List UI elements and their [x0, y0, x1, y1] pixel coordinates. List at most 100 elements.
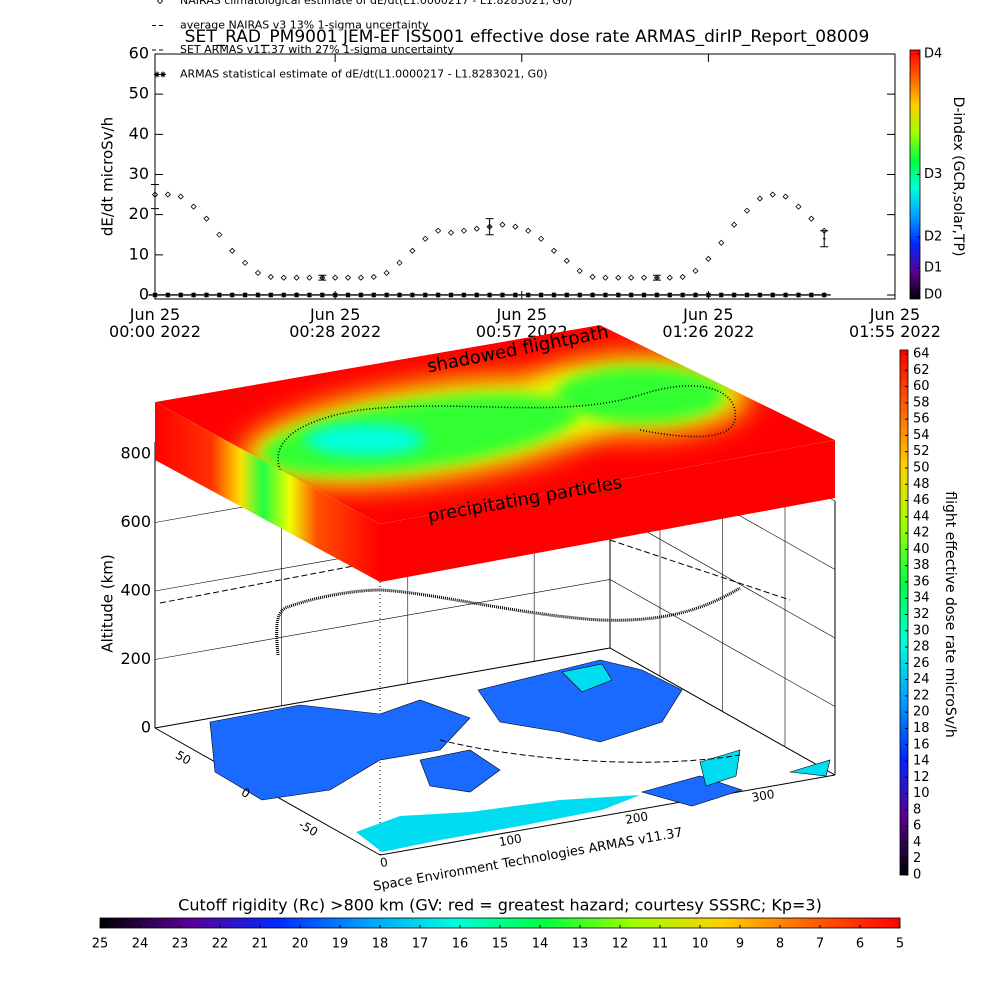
colorbar-tick-label: 11	[652, 937, 669, 952]
legend-entry: SET ARMAS v11.37 with 27% 1-sigma uncert…	[152, 43, 454, 56]
data-point	[242, 259, 249, 266]
data-point	[692, 267, 699, 274]
colorbar-title: Cutoff rigidity (Rc) >800 km (GV: red = …	[178, 896, 822, 915]
y-tick-label: -50	[296, 817, 320, 839]
data-point	[367, 292, 381, 298]
label-line: 00:00 2022	[109, 321, 201, 340]
layer-front-face	[380, 440, 835, 582]
data-point	[640, 274, 648, 281]
data-point	[435, 227, 442, 234]
landmass	[640, 775, 743, 807]
data-point	[267, 273, 274, 280]
data-point	[422, 235, 429, 242]
colorbar-tick-label: D4	[924, 47, 942, 62]
plot-frame	[154, 53, 896, 300]
colorbar-tick-label: 19	[332, 937, 349, 952]
colorbar-tick-label: 44	[913, 509, 930, 524]
layer-core	[305, 424, 425, 456]
colorbar-tick-label: 9	[736, 937, 744, 952]
data-point	[766, 292, 780, 298]
y-tick-label: 50	[173, 748, 193, 768]
data-point	[229, 247, 236, 254]
colorbar-tick-label: 36	[913, 574, 930, 589]
data-point	[624, 292, 638, 298]
colorbar-tick-label: 16	[452, 937, 469, 952]
colorbar-tick-label: 32	[913, 607, 930, 622]
colorbar-tick-label: 7	[816, 937, 824, 952]
data-point	[280, 274, 287, 281]
colorbar-tick-label: 24	[132, 937, 149, 952]
colorbar-tick-label: 17	[412, 937, 429, 952]
legend-entry: NAIRAS climatological estimate of dE/dt(…	[156, 0, 572, 7]
colorbar-tick-label: 18	[372, 937, 389, 952]
data-point	[444, 292, 458, 298]
y-tick-label: 0	[139, 284, 149, 303]
data-point	[628, 274, 635, 281]
data-point	[396, 259, 403, 266]
data-point	[538, 235, 545, 242]
colorbar-tick-label: 10	[692, 937, 709, 952]
landmass	[209, 699, 471, 801]
legend-entry: ARMAS statistical estimate of dE/dt(L1.0…	[154, 68, 547, 81]
error-bar	[151, 184, 159, 210]
x-tick-label: 200	[624, 809, 649, 827]
landmass	[419, 749, 501, 793]
colorbar-tick-label: D3	[924, 167, 942, 182]
colorbar-tick-label: 20	[913, 705, 930, 720]
data-point	[576, 267, 583, 274]
data-point	[251, 292, 265, 298]
data-point	[409, 247, 416, 254]
data-point	[393, 292, 407, 298]
colorbar-tick-label: D1	[924, 261, 942, 276]
data-point	[525, 227, 532, 234]
dose-rate-plot: SET_RAD_PM9001 JEM-EF ISS001 effective d…	[99, 0, 941, 340]
x-tick-label: 100	[498, 831, 523, 849]
z-tick-label: 400	[120, 581, 151, 600]
colorbar-tick-label: 52	[913, 444, 930, 459]
data-point	[534, 292, 548, 298]
data-point	[705, 255, 712, 262]
colorbar-tick-label: 58	[913, 395, 930, 410]
data-point	[563, 257, 570, 264]
colorbar	[899, 349, 909, 876]
colorbar-tick-label: 20	[292, 937, 309, 952]
data-point	[615, 274, 622, 281]
z-tick-label: 600	[120, 512, 151, 531]
landmass	[561, 663, 613, 693]
y-tick-label: 50	[129, 84, 149, 103]
colorbar-tick-label: 50	[913, 460, 930, 475]
data-point	[779, 292, 793, 298]
label-line: Jun 25	[309, 305, 360, 324]
legend-label: ARMAS statistical estimate of dE/dt(L1.0…	[180, 68, 547, 81]
colorbar-tick-label: 42	[913, 526, 930, 541]
data-point	[782, 193, 789, 200]
data-point	[598, 292, 612, 298]
error-bar	[318, 274, 327, 281]
label-line: Jun 25	[869, 305, 920, 324]
colorbar-tick-label: 60	[913, 379, 930, 394]
data-point	[238, 292, 252, 298]
data-point	[370, 273, 377, 280]
legend-entry: average NAIRAS v3 13% 1-sigma uncertaint…	[152, 19, 429, 32]
data-point	[174, 292, 188, 298]
colorbar-tick-label: 48	[913, 477, 930, 492]
data-point	[203, 215, 210, 222]
data-point	[714, 292, 728, 298]
data-point	[547, 292, 561, 298]
y-tick-label: 40	[129, 124, 149, 143]
y-axis-label: dE/dt microSv/h	[99, 117, 117, 236]
data-point	[302, 292, 316, 298]
flight-path	[159, 539, 791, 763]
colorbar-tick-label: 8	[913, 802, 921, 817]
colorbar-tick-label: 18	[913, 721, 930, 736]
y-tick-label: 20	[129, 204, 149, 223]
colorbar-tick-label: 6	[913, 819, 921, 834]
colorbar-tick-label: D0	[924, 287, 942, 302]
colorbar-tick-label: 16	[913, 737, 930, 752]
data-point	[756, 195, 763, 202]
data-point	[495, 292, 509, 298]
colorbar-tick-label: 30	[913, 623, 930, 638]
colorbar-tick-label: 21	[252, 937, 269, 952]
data-point	[550, 247, 558, 254]
